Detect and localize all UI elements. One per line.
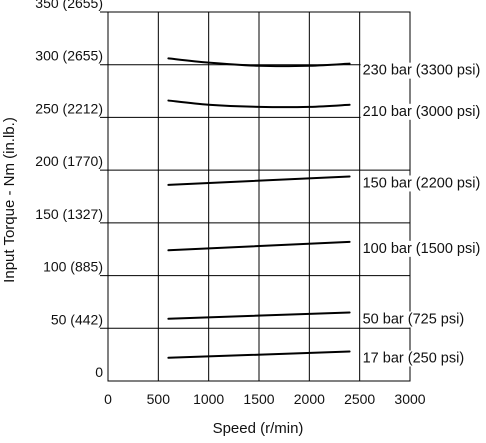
y-tick-label: 300 (2655) [35, 48, 103, 64]
series-label-background [360, 350, 467, 367]
series-label-background [360, 62, 483, 79]
x-tick-label: 500 [147, 391, 171, 407]
x-tick-label: 3000 [394, 391, 425, 407]
series-curve [167, 311, 351, 320]
series-labels: 230 bar (3300 psi) 210 bar (3000 psi) 150 … [360, 62, 483, 367]
x-tick-labels: 0 500 1000 1500 2000 2500 3000 [104, 391, 426, 407]
series-label-background [360, 240, 483, 257]
series-curve [167, 99, 351, 109]
series-curves [167, 57, 351, 359]
y-tick-label: 100 (885) [43, 259, 103, 275]
series-label: 210 bar (3000 psi) [363, 104, 481, 120]
x-tick-label: 2500 [344, 391, 375, 407]
y-tick-label: 250 (2212) [35, 100, 103, 116]
series-curve [167, 57, 351, 68]
series-label-background [360, 103, 483, 120]
series-label-background [360, 311, 467, 328]
series-curve [167, 350, 351, 359]
y-axis-title: Input Torque - Nm (in.lb.) [1, 117, 18, 283]
y-tick-label: 200 (1770) [35, 153, 103, 169]
x-tick-label: 0 [104, 391, 112, 407]
y-tick-label: 50 (442) [51, 311, 103, 327]
x-tick-label: 1000 [193, 391, 224, 407]
series-curve [167, 240, 351, 252]
series-curve [167, 175, 351, 186]
x-tick-label: 2000 [294, 391, 325, 407]
series-label: 150 bar (2200 psi) [363, 175, 481, 191]
series-label-background [360, 175, 483, 192]
y-tick-label: 350 (2655) [35, 0, 103, 11]
x-axis-title: Speed (r/min) [213, 420, 304, 437]
y-tick-label: 150 (1327) [35, 206, 103, 222]
x-tick-label: 1500 [243, 391, 274, 407]
series-label: 50 bar (725 psi) [363, 311, 465, 327]
series-label: 230 bar (3300 psi) [363, 63, 481, 79]
series-label: 100 bar (1500 psi) [363, 241, 481, 257]
series-label: 17 bar (250 psi) [363, 350, 465, 366]
grid-lines [100, 11, 411, 382]
y-tick-labels: 0 50 (442) 100 (885) 150 (1327) 200 (1770) 25… [35, 0, 103, 380]
y-tick-label: 0 [95, 364, 103, 380]
